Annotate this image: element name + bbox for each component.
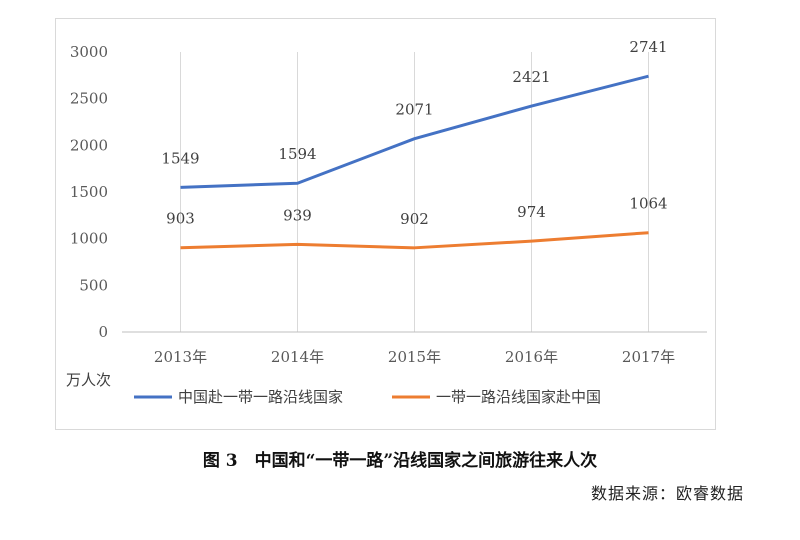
data-label: 902 [400,210,429,228]
chart-area: 0 500 1000 1500 2000 2500 3000 2013年 2014年 2015年 2… [55,18,716,430]
y-tick-label: 500 [79,276,108,294]
x-tick-label: 2017年 [622,348,675,366]
x-tick-label: 2016年 [505,348,558,366]
data-label: 2741 [629,38,667,56]
y-tick-label: 1000 [70,230,108,248]
data-label: 939 [283,206,312,224]
legend-label: 一带一路沿线国家赴中国 [436,388,601,406]
data-label: 1594 [278,145,316,163]
x-tick-label: 2014年 [271,348,324,366]
data-label: 903 [166,210,195,228]
legend-label: 中国赴一带一路沿线国家 [178,388,343,406]
figure-caption: 图 3 中国和“一带一路”沿线国家之间旅游往来人次 [202,451,598,471]
data-label: 974 [517,203,546,221]
x-tick-label: 2013年 [154,348,207,366]
y-tick-label: 0 [98,323,108,341]
y-tick-label: 3000 [70,43,108,61]
line-chart: 0 500 1000 1500 2000 2500 3000 2013年 2014年 2015年 2… [66,38,707,406]
y-tick-label: 1500 [70,183,108,201]
x-tick-label: 2015年 [388,348,441,366]
series-line-2 [180,231,649,250]
unit-label: 万人次 [66,371,111,389]
data-label: 2071 [395,101,433,119]
data-label: 1549 [161,149,199,167]
data-label: 2421 [512,68,550,86]
series-line-1 [180,74,649,189]
y-tick-label: 2500 [70,90,108,108]
y-tick-label: 2000 [70,136,108,154]
data-source: 数据来源：欧睿数据 [590,484,744,503]
data-label: 1064 [629,195,667,213]
